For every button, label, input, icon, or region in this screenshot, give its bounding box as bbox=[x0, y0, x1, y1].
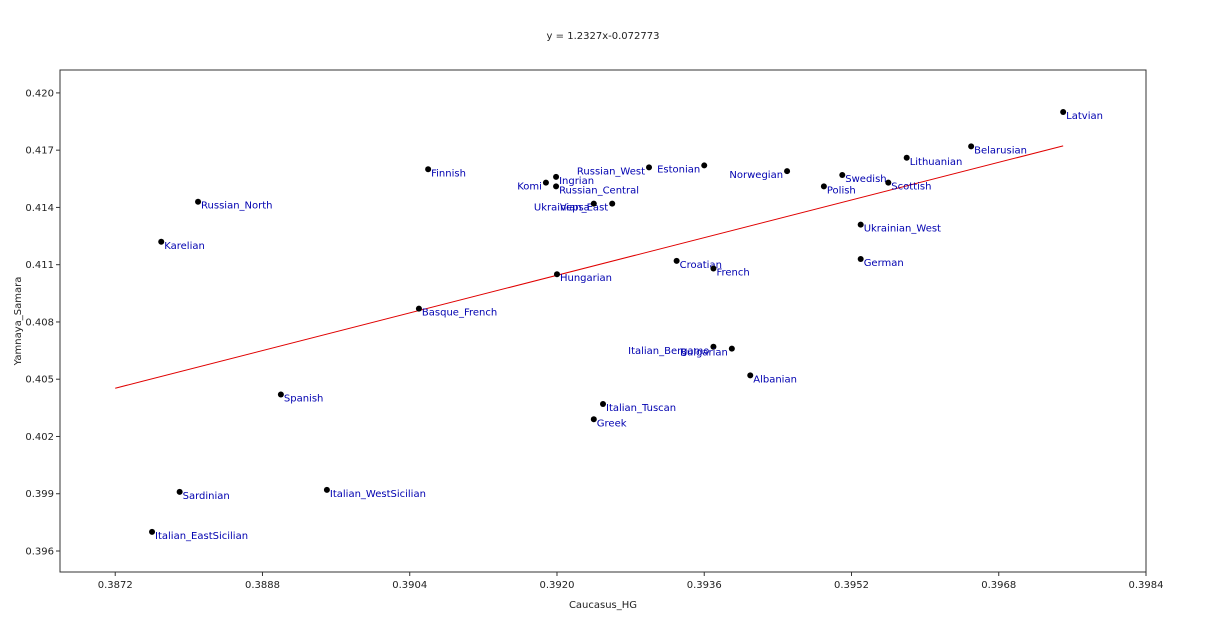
x-tick-label: 0.3872 bbox=[98, 580, 133, 591]
data-point bbox=[553, 183, 560, 190]
y-axis: 0.396 0.399 0.402 0.405 0.408 0.411 0.414 0.417… bbox=[25, 88, 60, 558]
data-point bbox=[609, 200, 616, 207]
point-label: Latvian bbox=[1066, 111, 1103, 122]
data-points: Latvian Belarusian Lithuanian Swedish Scotti… bbox=[149, 108, 1103, 542]
data-point bbox=[820, 183, 827, 190]
point-label: Polish bbox=[827, 185, 856, 196]
data-point bbox=[590, 416, 597, 423]
data-point bbox=[673, 257, 680, 264]
point-label: Ukrainian_East bbox=[534, 203, 608, 214]
point-label: Russian_West bbox=[577, 166, 645, 177]
point-label: French bbox=[716, 268, 749, 279]
x-tick-label: 0.3952 bbox=[834, 580, 869, 591]
plot-area-frame bbox=[59, 69, 1147, 573]
point-label: Karelian bbox=[164, 241, 205, 252]
data-point bbox=[903, 154, 910, 161]
point-label: Basque_French bbox=[422, 308, 497, 319]
point-label: Sardinian bbox=[183, 491, 230, 502]
data-point bbox=[149, 528, 156, 535]
point-label: Italian_EastSicilian bbox=[155, 531, 248, 542]
data-point bbox=[600, 401, 606, 408]
data-point bbox=[710, 265, 717, 272]
point-label: Finnish bbox=[431, 168, 466, 179]
chart-title: y = 1.2327x-0.072773 bbox=[547, 31, 660, 42]
data-point bbox=[553, 271, 560, 278]
point-label: Vepsa bbox=[560, 203, 590, 214]
y-tick-label: 0.405 bbox=[25, 375, 54, 386]
data-point bbox=[968, 143, 975, 150]
data-point bbox=[857, 255, 864, 262]
y-tick-label: 0.411 bbox=[25, 260, 54, 271]
point-label: Russian_North bbox=[201, 201, 272, 212]
data-point bbox=[646, 164, 653, 171]
y-tick-label: 0.414 bbox=[25, 203, 54, 214]
point-label: Italian_Tuscan bbox=[606, 403, 676, 414]
data-point bbox=[839, 171, 846, 178]
data-point bbox=[542, 179, 549, 186]
point-label: Ingrian bbox=[559, 176, 594, 187]
x-tick-label: 0.3984 bbox=[1129, 580, 1164, 591]
point-label: Hungarian bbox=[560, 273, 612, 284]
point-label: Russian_Central bbox=[559, 185, 639, 196]
data-point bbox=[415, 305, 422, 312]
point-label: Albanian bbox=[753, 374, 797, 385]
data-point bbox=[885, 179, 892, 186]
data-point bbox=[784, 168, 791, 175]
data-point bbox=[747, 372, 754, 379]
data-point bbox=[277, 391, 284, 398]
point-label: Komi bbox=[517, 182, 542, 193]
x-axis-title: Caucasus_HG bbox=[569, 600, 637, 611]
point-label: Ukrainian_West bbox=[864, 224, 941, 235]
x-tick-label: 0.3904 bbox=[392, 580, 427, 591]
point-label: Croatian bbox=[680, 260, 722, 271]
point-label: Swedish bbox=[845, 174, 886, 185]
point-label: Estonian bbox=[657, 164, 700, 175]
trendline bbox=[115, 145, 1064, 389]
x-tick-label: 0.3888 bbox=[245, 580, 280, 591]
data-point bbox=[701, 162, 708, 169]
point-label: Spanish bbox=[284, 393, 324, 404]
data-point bbox=[323, 486, 330, 493]
point-label: Scottish bbox=[891, 182, 931, 193]
data-point bbox=[728, 345, 735, 352]
data-point bbox=[1060, 108, 1067, 115]
y-tick-label: 0.396 bbox=[25, 547, 54, 558]
y-tick-label: 0.402 bbox=[25, 432, 54, 443]
point-label: Italian_Bergamo bbox=[628, 346, 709, 357]
x-tick-label: 0.3936 bbox=[687, 580, 722, 591]
point-label: Norwegian bbox=[729, 170, 783, 181]
data-point bbox=[176, 488, 183, 495]
x-tick-label: 0.3920 bbox=[539, 580, 574, 591]
y-tick-label: 0.417 bbox=[25, 146, 54, 157]
point-label: Italian_WestSicilian bbox=[330, 489, 426, 500]
y-axis-title: Yamnaya_Samara bbox=[13, 277, 24, 367]
y-tick-label: 0.408 bbox=[25, 317, 54, 328]
data-point bbox=[857, 221, 864, 228]
data-point bbox=[158, 238, 165, 245]
x-tick-label: 0.3968 bbox=[981, 580, 1016, 591]
point-label: Belarusian bbox=[974, 145, 1027, 156]
data-point bbox=[425, 166, 432, 173]
y-tick-label: 0.399 bbox=[25, 489, 54, 500]
data-point bbox=[710, 343, 717, 350]
y-tick-label: 0.420 bbox=[25, 88, 54, 99]
data-point bbox=[553, 173, 560, 180]
data-point bbox=[195, 198, 202, 205]
point-label: Bulgarian bbox=[680, 348, 728, 359]
point-label: Lithuanian bbox=[910, 157, 963, 168]
data-point bbox=[590, 200, 597, 207]
point-label: Greek bbox=[597, 418, 627, 429]
x-axis: 0.3872 0.3888 0.3904 0.3920 0.3936 0.3952 0.39… bbox=[98, 572, 1164, 591]
point-label: German bbox=[864, 258, 904, 269]
